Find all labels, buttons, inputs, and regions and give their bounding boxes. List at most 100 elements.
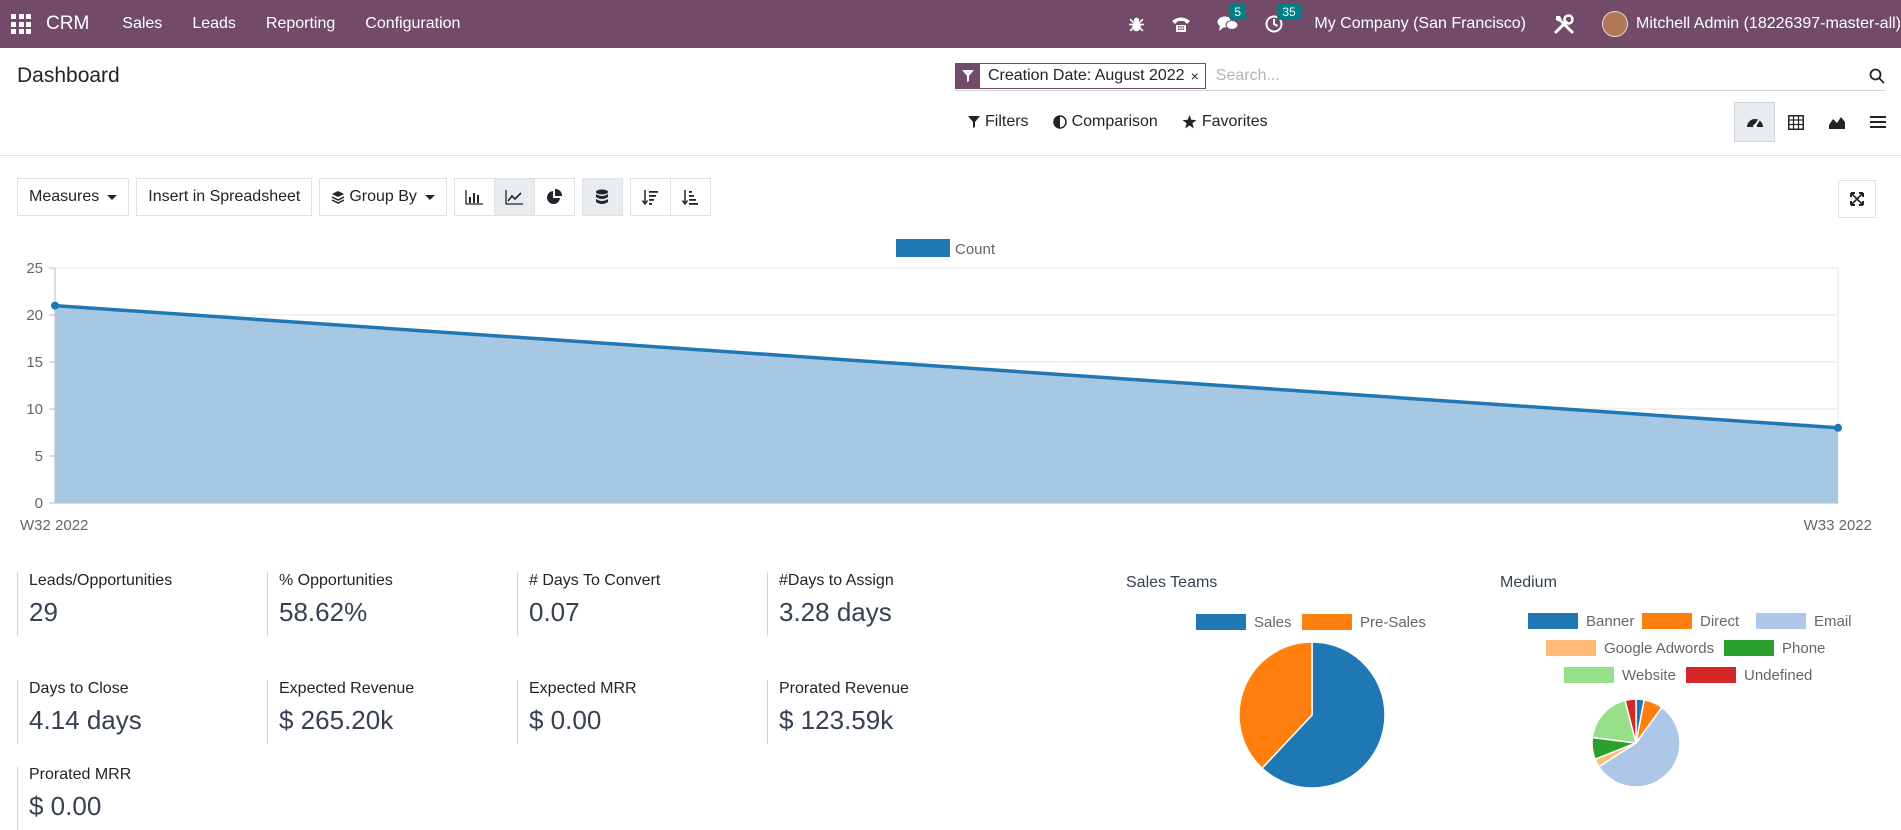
messages-icon[interactable]: 5 bbox=[1217, 4, 1247, 33]
legend-swatch-count bbox=[896, 239, 950, 257]
legend-swatch bbox=[1528, 613, 1578, 629]
favorites-label: Favorites bbox=[1201, 113, 1268, 130]
sort-amount-down-icon bbox=[642, 190, 659, 205]
pie-slice bbox=[1260, 641, 1386, 789]
bar-chart-button[interactable] bbox=[453, 178, 495, 216]
tachometer-icon bbox=[1746, 119, 1763, 128]
company-switcher[interactable]: My Company (San Francisco) bbox=[1314, 15, 1526, 32]
stat-card[interactable]: Days to Close 4.14 days bbox=[17, 680, 142, 744]
comparison-label: Comparison bbox=[1071, 113, 1158, 130]
pie-slice bbox=[1624, 698, 1637, 744]
line-chart-button[interactable] bbox=[493, 178, 535, 216]
facet-value: Creation Date: August 2022 bbox=[988, 66, 1185, 84]
series-line-count bbox=[54, 303, 1839, 430]
database-icon bbox=[596, 189, 609, 204]
dashboard-view-button[interactable] bbox=[1734, 102, 1775, 142]
legend-label: Email bbox=[1814, 613, 1852, 630]
control-panel: Dashboard Creation Date: August 2022 × F… bbox=[0, 48, 1901, 156]
layers-icon bbox=[332, 191, 345, 204]
bar-chart-icon bbox=[465, 189, 484, 205]
stat-card[interactable]: Expected MRR $ 0.00 bbox=[517, 680, 637, 744]
data-point bbox=[1834, 423, 1842, 432]
y-tick-label: 15 bbox=[26, 354, 43, 371]
pie-slice bbox=[1238, 641, 1313, 770]
stat-card[interactable]: Prorated Revenue $ 123.59k bbox=[767, 680, 909, 744]
activities-count-badge: 35 bbox=[1277, 4, 1301, 20]
debug-bug-icon[interactable] bbox=[1128, 16, 1145, 33]
legend-label: Sales bbox=[1254, 614, 1292, 631]
search-icon[interactable] bbox=[1863, 68, 1885, 84]
list-view-button[interactable] bbox=[1857, 102, 1898, 142]
app-brand[interactable]: CRM bbox=[46, 13, 90, 34]
phone-icon[interactable] bbox=[1171, 15, 1191, 33]
comparison-dropdown[interactable]: Comparison bbox=[1052, 113, 1158, 131]
y-tick-label: 25 bbox=[26, 260, 43, 277]
legend-label: Undefined bbox=[1744, 667, 1812, 684]
messages-count-badge: 5 bbox=[1229, 4, 1247, 20]
area-chart: 0 5 10 15 20 25 W32 2022 W33 2022 Count bbox=[20, 239, 1872, 534]
stat-label: Prorated Revenue bbox=[779, 680, 909, 697]
legend-swatch bbox=[1196, 614, 1246, 630]
user-avatar[interactable] bbox=[1602, 11, 1628, 37]
legend-swatch bbox=[1756, 613, 1806, 629]
stat-card[interactable]: Expected Revenue $ 265.20k bbox=[267, 680, 414, 744]
stat-value: 29 bbox=[29, 597, 58, 627]
menu-leads[interactable]: Leads bbox=[192, 15, 236, 32]
graph-view-button[interactable] bbox=[1816, 102, 1857, 142]
insert-in-spreadsheet-button[interactable]: Insert in Spreadsheet bbox=[136, 178, 313, 216]
sort-ascending-button[interactable] bbox=[669, 178, 711, 216]
apps-menu-icon[interactable] bbox=[10, 13, 32, 35]
measures-label: Measures bbox=[29, 188, 100, 205]
favorites-dropdown[interactable]: Favorites bbox=[1182, 113, 1268, 131]
legend-swatch bbox=[1642, 613, 1692, 629]
stat-card[interactable]: #Days to Assign 3.28 days bbox=[767, 572, 894, 636]
expand-icon bbox=[1850, 192, 1864, 206]
y-tick-label: 20 bbox=[26, 307, 43, 324]
group-by-label: Group By bbox=[349, 188, 417, 205]
y-tick-label: 5 bbox=[35, 448, 43, 465]
y-tick-label: 0 bbox=[35, 495, 43, 512]
stat-value: 4.14 days bbox=[29, 705, 142, 735]
pie-chart-icon bbox=[547, 189, 563, 204]
stat-value: 58.62% bbox=[279, 597, 368, 627]
caret-down-icon bbox=[107, 194, 118, 200]
pie-slice bbox=[1597, 706, 1681, 788]
legend-label: Website bbox=[1622, 667, 1676, 684]
group-by-button[interactable]: Group By bbox=[319, 178, 447, 216]
pie-chart-button[interactable] bbox=[533, 178, 575, 216]
x-tick-label: W32 2022 bbox=[20, 517, 88, 534]
line-chart-icon bbox=[505, 189, 524, 205]
facet-remove-button[interactable]: × bbox=[1190, 67, 1199, 84]
user-menu[interactable]: Mitchell Admin (18226397-master-all) bbox=[1636, 15, 1901, 32]
legend-label: Google Adwords bbox=[1604, 640, 1714, 657]
caret-down-icon bbox=[424, 194, 435, 200]
settings-tools-icon[interactable] bbox=[1553, 13, 1575, 35]
stat-card[interactable]: Leads/Opportunities 29 bbox=[17, 572, 172, 636]
menu-configuration[interactable]: Configuration bbox=[365, 15, 461, 32]
stat-card[interactable]: Prorated MRR $ 0.00 bbox=[17, 766, 131, 830]
stat-label: Expected MRR bbox=[529, 680, 637, 697]
stat-card[interactable]: % Opportunities 58.62% bbox=[267, 572, 393, 636]
activities-clock-icon[interactable]: 35 bbox=[1265, 4, 1301, 33]
stat-label: % Opportunities bbox=[279, 572, 393, 589]
area-chart-icon bbox=[1828, 116, 1845, 129]
sort-descending-button[interactable] bbox=[629, 178, 671, 216]
measures-button[interactable]: Measures bbox=[17, 178, 130, 216]
page-title: Dashboard bbox=[17, 64, 120, 87]
pivot-view-button[interactable] bbox=[1775, 102, 1816, 142]
filter-icon bbox=[968, 116, 980, 128]
x-tick-label: W33 2022 bbox=[1804, 517, 1872, 534]
legend-swatch bbox=[1686, 667, 1736, 683]
legend-label: Direct bbox=[1700, 613, 1740, 630]
menu-reporting[interactable]: Reporting bbox=[265, 15, 336, 32]
stat-value: $ 0.00 bbox=[529, 705, 602, 735]
fullscreen-button[interactable] bbox=[1838, 180, 1876, 218]
legend-label: Pre-Sales bbox=[1360, 614, 1426, 631]
pie-slice bbox=[1591, 699, 1638, 744]
filters-dropdown[interactable]: Filters bbox=[968, 113, 1029, 131]
menu-sales[interactable]: Sales bbox=[122, 15, 163, 32]
stat-label: Days to Close bbox=[29, 680, 129, 697]
search-input[interactable] bbox=[1215, 66, 1863, 85]
stat-card[interactable]: # Days To Convert 0.07 bbox=[517, 572, 660, 636]
stacked-button[interactable] bbox=[581, 178, 623, 216]
